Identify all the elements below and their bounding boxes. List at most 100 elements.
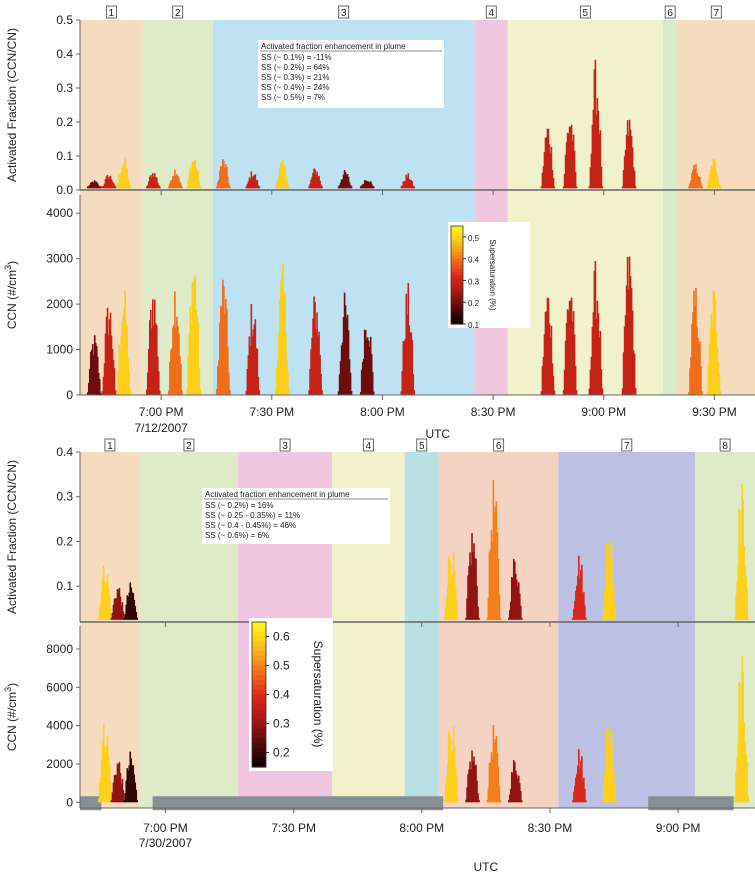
segment-label-2: 2: [175, 8, 181, 19]
segment-label-box-1: [104, 438, 116, 452]
colorbar-tick-label-5: 0.2: [273, 746, 290, 760]
colorbar-step-24: [252, 733, 266, 739]
segment-label-3: 3: [341, 8, 347, 19]
colorbar-step-17: [451, 278, 463, 283]
top-ytick-label-1: 0.0: [56, 183, 73, 197]
bottom-ytick-label-4: 3000: [46, 252, 73, 266]
bottom-ytick-label-2: 2000: [46, 757, 73, 771]
segment-label-8: 8: [722, 441, 728, 452]
colorbar-step-4: [252, 636, 266, 642]
segment-label-box-6: [664, 5, 676, 19]
annotation-line-2: SS (~ 0.25 - 0.35%) = 11%: [205, 511, 300, 520]
colorbar-step-25: [252, 738, 266, 744]
colorbar-step-24: [451, 301, 463, 305]
chart-group-7-12-2007: 1 2 3 4 5 6 7 0.0 0.1 0.2 0.3 0.4 0.5 0 1000 2000 3000 40…: [3, 5, 755, 441]
colorbar-step-2: [451, 229, 463, 234]
segment-label-box-7: [621, 438, 633, 452]
xtick-label-3: 8:00 PM: [399, 821, 444, 835]
segment-label-1: 1: [109, 8, 115, 19]
colorbar-step-27: [451, 310, 463, 315]
colorbar-step-6: [252, 646, 266, 652]
x-axis-label: UTC: [425, 427, 450, 441]
colorbar-step-10: [451, 255, 463, 260]
colorbar-step-23: [252, 728, 266, 734]
colorbar-step-4: [451, 235, 463, 240]
colorbar-step-30: [252, 762, 266, 768]
bottom-ytick-label-1: 0: [66, 795, 73, 809]
segment-label-1: 1: [107, 441, 113, 452]
date-label: 7/30/2007: [139, 836, 193, 850]
bottom-ytick-label-4: 6000: [46, 680, 73, 694]
annotation-title: Activated fraction enhancement in plume: [205, 490, 350, 499]
segment-label-box-3: [338, 5, 350, 19]
bottom-y-axis-label: CCN (#/cm3): [3, 261, 19, 329]
colorbar-step-17: [252, 699, 266, 705]
top-ytick-label-5: 0.4: [56, 47, 73, 61]
colorbar-tick-label-4: 0.2: [468, 299, 480, 308]
segment-label-box-7: [710, 5, 722, 19]
top-ytick-label-4: 0.4: [56, 445, 73, 459]
colorbar-step-5: [451, 239, 463, 243]
colorbar-step-13: [451, 265, 463, 270]
colorbar-step-18: [451, 281, 463, 286]
colorbar-step-6: [451, 242, 463, 247]
colorbar-step-3: [451, 232, 463, 237]
top-ytick-label-2: 0.2: [56, 534, 73, 548]
segment-label-7: 7: [624, 441, 630, 452]
colorbar-step-25: [451, 304, 463, 309]
top-y-axis-label: Activated Fraction (CCN/CN): [5, 28, 19, 182]
bottom-ytick-label-5: 4000: [46, 206, 73, 220]
annotation-box: [202, 488, 390, 544]
colorbar-step-12: [451, 261, 463, 266]
xtick-label-4: 8:30 PM: [528, 821, 573, 835]
annotation-line-4: SS (~ 0.6%) = 6%: [205, 531, 269, 540]
x-axis-label: UTC: [474, 860, 499, 874]
annotation-line-1: SS (~ 0.2%) = 16%: [205, 501, 273, 510]
colorbar-tick-label-1: 0.5: [468, 234, 480, 243]
colorbar-step-20: [252, 713, 266, 720]
colorbar-step-7: [252, 651, 266, 657]
colorbar-label: Supersaturation (%): [311, 641, 325, 748]
colorbar-tick-label-3: 0.3: [468, 277, 480, 286]
bottom-ytick-label-1: 0: [66, 388, 73, 402]
xtick-label-4: 8:30 PM: [471, 405, 516, 419]
segment-label-6: 6: [496, 441, 502, 452]
segment-band-7: [558, 452, 696, 808]
segment-band-4: [474, 20, 508, 395]
colorbar-step-8: [451, 248, 463, 253]
segment-label-7: 7: [713, 8, 719, 19]
segment-label-4: 4: [366, 441, 372, 452]
colorbar-step-19: [451, 284, 463, 289]
segment-label-4: 4: [488, 8, 494, 19]
colorbar-step-1: [451, 226, 463, 230]
colorbar-step-11: [252, 670, 266, 676]
chart-group-7-30-2007: 1 2 3 4 5 6 7 8 0.1 0.2 0.3 0.4 0 2000 4000 6000 8000 Act…: [3, 438, 755, 874]
segment-band-5: [507, 20, 663, 395]
top-ytick-label-3: 0.2: [56, 115, 73, 129]
xtick-label-1: 7:00 PM: [139, 405, 184, 419]
annotation-line-2: SS (~ 0.2%) = 64%: [261, 63, 329, 72]
colorbar-step-28: [252, 752, 266, 758]
gray-bar-3: [648, 796, 734, 811]
segment-label-box-6: [493, 438, 505, 452]
colorbar-step-26: [252, 742, 266, 749]
segment-band-1: [80, 452, 140, 808]
segment-label-3: 3: [282, 441, 288, 452]
annotation-box: [258, 40, 444, 108]
colorbar-tick-label-2: 0.5: [273, 659, 290, 673]
top-ytick-label-4: 0.3: [56, 81, 73, 95]
colorbar-step-15: [252, 689, 266, 696]
colorbar-tick-label-5: 0.1: [468, 321, 480, 330]
colorbar-step-16: [451, 275, 463, 279]
annotation-line-5: SS (~ 0.5%) = 7%: [261, 93, 325, 102]
xtick-label-3: 8:00 PM: [360, 405, 405, 419]
segment-label-5: 5: [583, 8, 589, 19]
colorbar-tick-label-3: 0.4: [273, 688, 290, 702]
xtick-label-6: 9:30 PM: [692, 405, 737, 419]
colorbar-tick-label-1: 0.6: [273, 630, 290, 644]
bottom-ytick-label-5: 8000: [46, 642, 73, 656]
colorbar-step-14: [252, 684, 266, 691]
segment-label-box-5: [416, 438, 428, 452]
bottom-ytick-label-3: 2000: [46, 297, 73, 311]
top-ytick-label-3: 0.3: [56, 490, 73, 504]
